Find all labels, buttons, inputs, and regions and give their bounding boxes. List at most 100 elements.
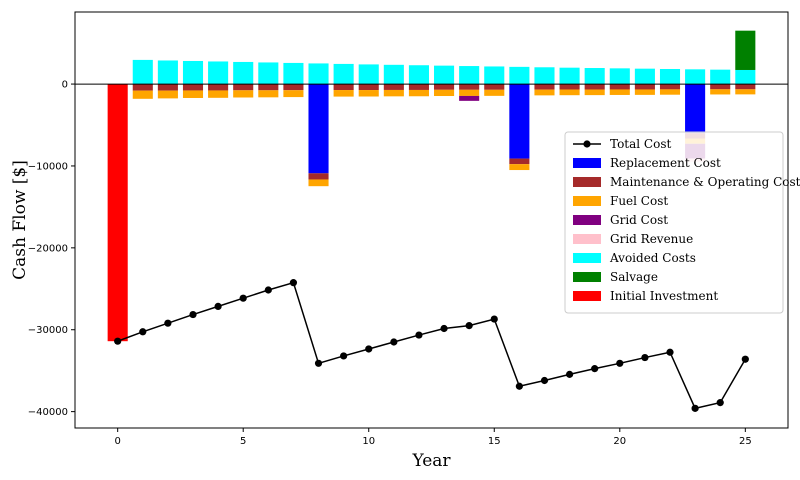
bar-replacement-year-8 xyxy=(308,84,329,174)
legend-swatch-avoided xyxy=(573,253,601,263)
legend: Total Cost Replacement Cost Maintenance & … xyxy=(564,131,800,314)
y-tick-label--20000: −20000 xyxy=(28,243,68,254)
bar-avoided-year-10 xyxy=(358,64,379,85)
bar-avoided-year-2 xyxy=(157,60,178,85)
legend-label-avoided: Avoided Costs xyxy=(609,251,696,265)
total-cost-point-year-7 xyxy=(289,279,298,287)
bar-avoided-year-15 xyxy=(484,66,505,85)
bar-avoided-year-14 xyxy=(459,66,480,85)
bar-maintenance-year-10 xyxy=(358,84,379,91)
total-cost-point-year-21 xyxy=(641,353,649,362)
bar-maintenance-year-2 xyxy=(157,84,178,91)
bar-avoided-year-7 xyxy=(283,62,304,85)
total-cost-point-year-22 xyxy=(666,348,674,356)
total-cost-point-year-15 xyxy=(490,315,498,323)
legend-label-replacement: Replacement Cost xyxy=(610,156,721,170)
legend-swatch-maintenance xyxy=(573,177,601,187)
x-tick-label-0: 0 xyxy=(114,436,120,447)
y-axis-ticks: −40000 −30000 −20000 −10000 0 xyxy=(28,80,75,418)
x-tick-label-15: 15 xyxy=(488,436,501,447)
total-cost-point-year-3 xyxy=(189,310,197,319)
y-tick-label--30000: −30000 xyxy=(28,325,68,336)
bar-maintenance-year-8 xyxy=(308,173,329,180)
bar-maintenance-year-11 xyxy=(383,84,404,90)
bar-fuel-year-2 xyxy=(157,90,178,99)
bar-grid_cost-year-14 xyxy=(459,95,480,101)
bar-avoided-year-22 xyxy=(659,68,681,85)
bar-avoided-year-4 xyxy=(208,61,229,85)
total-cost-point-year-16 xyxy=(515,382,523,390)
bar-avoided-year-20 xyxy=(609,68,630,85)
y-tick-label--40000: −40000 xyxy=(28,407,68,418)
bar-fuel-year-5 xyxy=(233,90,254,98)
legend-label-maintenance: Maintenance & Operating Cost xyxy=(610,175,800,189)
bar-fuel-year-4 xyxy=(208,90,229,98)
total-cost-point-year-18 xyxy=(565,370,574,378)
bar-maintenance-year-13 xyxy=(434,84,455,90)
bar-avoided-year-21 xyxy=(634,68,655,85)
total-cost-point-year-6 xyxy=(264,286,272,294)
bar-avoided-year-13 xyxy=(434,65,455,85)
bar-avoided-year-8 xyxy=(308,63,329,85)
bar-maintenance-year-9 xyxy=(333,84,354,91)
bar-avoided-year-1 xyxy=(132,59,153,85)
total-cost-point-year-13 xyxy=(440,324,448,333)
total-cost-point-year-4 xyxy=(214,302,222,310)
bar-avoided-year-25 xyxy=(735,69,756,85)
bar-fuel-year-3 xyxy=(182,90,204,98)
bar-maintenance-year-6 xyxy=(258,84,279,91)
x-tick-label-10: 10 xyxy=(362,436,375,447)
total-cost-point-year-12 xyxy=(415,331,423,339)
bar-fuel-year-16 xyxy=(509,164,530,171)
bar-avoided-year-17 xyxy=(534,67,555,85)
bar-fuel-year-1 xyxy=(132,90,153,99)
legend-label-fuel: Fuel Cost xyxy=(610,194,668,208)
bar-fuel-year-14 xyxy=(459,89,480,96)
y-tick-label-0: 0 xyxy=(62,80,68,91)
y-axis-title: Cash Flow [$] xyxy=(10,160,30,280)
legend-label-grid-cost: Grid Cost xyxy=(610,213,668,227)
total-cost-point-year-19 xyxy=(591,365,599,373)
bar-avoided-year-12 xyxy=(408,65,429,85)
bar-maintenance-year-17 xyxy=(534,84,555,90)
plot-frame xyxy=(74,11,789,429)
bar-fuel-year-11 xyxy=(383,89,404,97)
total-cost-point-year-9 xyxy=(340,352,348,360)
bar-initial-year-0 xyxy=(107,84,128,342)
x-tick-label-20: 20 xyxy=(613,436,626,447)
total-cost-point-year-5 xyxy=(239,294,247,302)
total-cost-point-year-23 xyxy=(691,404,699,412)
bar-maintenance-year-21 xyxy=(634,84,655,90)
total-cost-line-layer xyxy=(114,279,749,412)
bar-maintenance-year-12 xyxy=(408,84,429,90)
bar-maintenance-year-19 xyxy=(584,84,605,90)
bar-replacement-year-23 xyxy=(685,84,706,134)
bar-salvage-year-25 xyxy=(735,30,756,70)
bar-maintenance-year-18 xyxy=(559,84,580,90)
total-cost-point-year-10 xyxy=(365,345,373,353)
bar-fuel-year-22 xyxy=(659,89,681,95)
bar-avoided-year-16 xyxy=(509,66,530,85)
bar-maintenance-year-3 xyxy=(182,84,204,91)
bar-fuel-year-19 xyxy=(584,89,605,96)
total-cost-point-year-20 xyxy=(616,359,624,367)
bar-maintenance-year-4 xyxy=(208,84,229,91)
bar-replacement-year-16 xyxy=(509,84,530,159)
bar-maintenance-year-14 xyxy=(459,84,480,90)
total-cost-point-year-8 xyxy=(314,359,323,367)
legend-swatch-grid_cost xyxy=(573,215,601,225)
bar-avoided-year-3 xyxy=(182,60,204,85)
total-cost-point-year-14 xyxy=(465,322,473,330)
total-cost-point-year-17 xyxy=(540,376,549,385)
x-axis-title: Year xyxy=(411,451,451,471)
x-tick-label-5: 5 xyxy=(240,436,246,447)
total-cost-point-year-25 xyxy=(741,355,749,363)
bar-avoided-year-24 xyxy=(710,69,731,85)
bar-avoided-year-9 xyxy=(333,63,354,85)
legend-box xyxy=(564,131,784,314)
legend-label-initial: Initial Investment xyxy=(610,289,718,303)
bar-maintenance-year-22 xyxy=(659,84,681,90)
bar-maintenance-year-16 xyxy=(509,158,530,165)
bar-fuel-year-15 xyxy=(484,89,505,96)
